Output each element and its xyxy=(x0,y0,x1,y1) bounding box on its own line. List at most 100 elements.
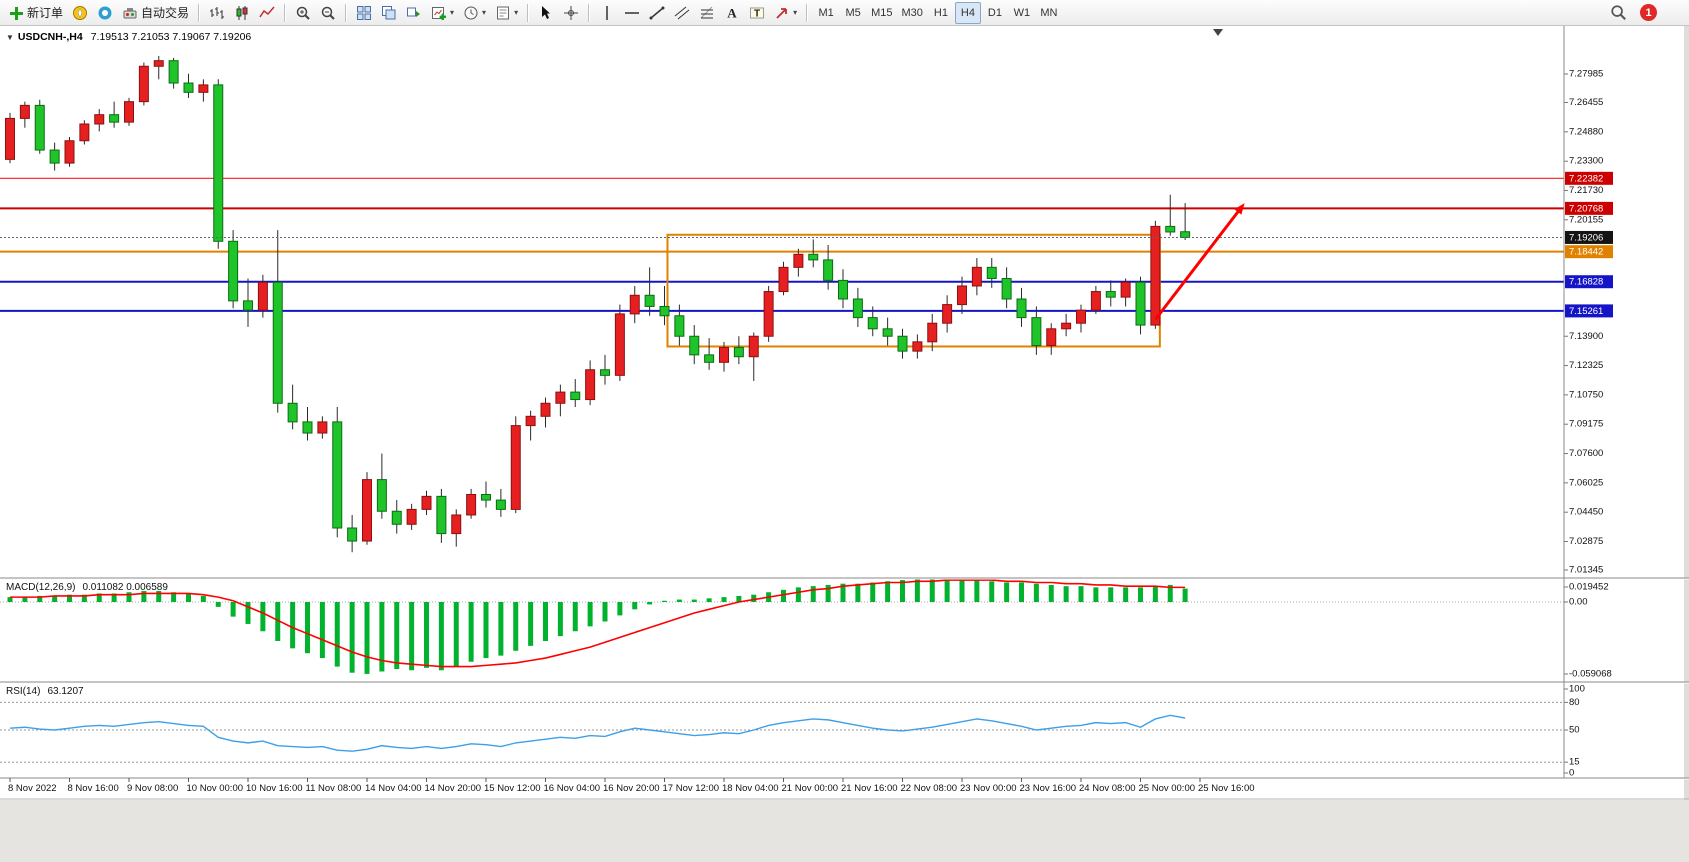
macd-axis-label: -0.059068 xyxy=(1569,669,1612,680)
candle xyxy=(912,341,923,352)
time-axis-label: 25 Nov 16:00 xyxy=(1198,783,1255,794)
timeframe-D1-button[interactable]: D1 xyxy=(987,6,1002,19)
line-chart-icon xyxy=(259,6,275,17)
channel-icon xyxy=(674,6,690,19)
community-button[interactable] xyxy=(93,2,117,24)
rsi-label: RSI(14) 63.1207 xyxy=(6,686,84,697)
periods-button[interactable]: ▾ xyxy=(459,2,490,24)
candle xyxy=(49,149,60,164)
zoom-out-button[interactable] xyxy=(316,2,340,24)
candle xyxy=(1031,317,1042,347)
crosshair-button[interactable] xyxy=(559,2,583,24)
tile-windows-button[interactable] xyxy=(352,2,376,24)
vertical-line-button[interactable] xyxy=(595,2,619,24)
svg-text:A: A xyxy=(727,5,737,20)
new-order-icon xyxy=(10,6,23,20)
new-chart-button[interactable]: ▾ xyxy=(427,2,458,24)
candle xyxy=(719,346,729,363)
chart-window: 7.27985 7.26455 7.24880 7.23300 7.21730 7.201… xyxy=(0,26,1689,800)
new-order-label: 新订单 xyxy=(27,6,64,20)
price-axis-label: 7.21730 xyxy=(1569,185,1603,196)
text-button[interactable]: A xyxy=(720,2,744,24)
autotrading-icon xyxy=(123,7,137,18)
macd-name: MACD(12,26,9) xyxy=(6,582,76,593)
time-axis-label: 23 Nov 16:00 xyxy=(1020,783,1077,794)
rsi-line xyxy=(9,714,1186,752)
price-tag-label: 7.19206 xyxy=(1569,232,1603,243)
trend-arrow[interactable] xyxy=(1154,206,1243,321)
dropdown-caret-icon: ▾ xyxy=(514,7,519,17)
timeframe-MN-button[interactable]: MN xyxy=(1040,6,1058,19)
templates-button[interactable]: ▾ xyxy=(491,2,522,24)
collapse-ohlc-icon[interactable]: ▼ xyxy=(6,32,14,42)
candle xyxy=(64,140,75,164)
horizontal-line-button[interactable] xyxy=(620,2,644,24)
rsi-name: RSI(14) xyxy=(6,686,41,697)
cascade-windows-button[interactable] xyxy=(402,2,426,24)
chart-header: ▼ USDCNH-,H4 7.19513 7.21053 7.19067 7.1… xyxy=(6,31,251,43)
cascade-windows-icon xyxy=(407,7,421,17)
time-axis: 8 Nov 2022 8 Nov 16:00 9 Nov 08:00 10 Nov 0… xyxy=(8,778,1255,794)
vertical-line-icon xyxy=(606,5,608,20)
candle xyxy=(302,421,313,434)
candle xyxy=(748,335,759,358)
candle xyxy=(1016,298,1027,319)
price-axis-label: 7.13900 xyxy=(1569,331,1603,342)
chart-shift-marker[interactable] xyxy=(1213,29,1223,36)
time-axis-label: 18 Nov 04:00 xyxy=(722,783,779,794)
time-axis-label: 10 Nov 16:00 xyxy=(246,783,303,794)
time-axis-label: 10 Nov 00:00 xyxy=(187,783,244,794)
arrange-windows-icon xyxy=(382,5,396,19)
time-axis-label: 21 Nov 00:00 xyxy=(782,783,839,794)
search-button[interactable] xyxy=(1606,2,1631,24)
timeframe-M5-button[interactable]: M5 xyxy=(845,6,861,19)
candle xyxy=(927,322,938,343)
timeframe-M1-button[interactable]: M1 xyxy=(818,6,834,19)
community-icon xyxy=(98,6,112,19)
time-axis-label: 8 Nov 2022 xyxy=(8,783,57,794)
timeframe-H4-button[interactable]: H4 xyxy=(954,1,981,24)
candle xyxy=(689,335,700,356)
candle xyxy=(867,317,878,330)
timeframe-M30-button[interactable]: M30 xyxy=(901,6,923,19)
notification-badge[interactable]: 1 xyxy=(1640,4,1657,21)
metaeditor-button[interactable] xyxy=(68,2,92,24)
candle xyxy=(168,60,179,84)
toolbar-separator xyxy=(345,3,348,22)
candle xyxy=(19,104,30,119)
price-axis-label: 7.24880 xyxy=(1569,126,1603,137)
symbol-timeframe-label: USDCNH-,H4 xyxy=(17,31,83,43)
cursor-button[interactable] xyxy=(534,2,558,24)
text-label-button[interactable]: T xyxy=(745,2,769,24)
channel-button[interactable] xyxy=(670,2,694,24)
fibonacci-button[interactable] xyxy=(695,2,719,24)
candle xyxy=(138,65,149,103)
timeframe-W1-button[interactable]: W1 xyxy=(1013,6,1031,19)
fibonacci-icon xyxy=(700,6,714,18)
arrows-button[interactable]: ▾ xyxy=(770,2,801,24)
arrange-windows-button[interactable] xyxy=(377,2,401,24)
timeframe-H1-button[interactable]: H1 xyxy=(933,6,948,19)
timeframe-M15-button[interactable]: M15 xyxy=(871,6,893,19)
autotrading-button[interactable]: 自动交易 xyxy=(118,2,193,24)
zoom-in-button[interactable] xyxy=(291,2,315,24)
candle xyxy=(823,259,834,281)
candlestick-chart-button[interactable] xyxy=(230,2,254,24)
candlestick-chart-icon xyxy=(236,5,248,20)
rsi-axis-label: 15 xyxy=(1569,757,1580,768)
time-axis-label: 11 Nov 08:00 xyxy=(306,783,362,794)
time-axis-label: 24 Nov 08:00 xyxy=(1079,783,1136,794)
candle xyxy=(481,493,491,501)
candle xyxy=(525,415,536,427)
price-tag-label: 7.18442 xyxy=(1569,247,1603,258)
bar-chart-button[interactable] xyxy=(205,2,229,24)
trendline-button[interactable] xyxy=(645,2,669,24)
new-order-button[interactable]: 新订单 xyxy=(4,2,67,24)
candle xyxy=(629,294,640,315)
candle xyxy=(466,493,477,516)
candle xyxy=(808,253,819,261)
candle xyxy=(659,305,670,317)
candle xyxy=(94,114,105,125)
candle xyxy=(436,495,447,535)
line-chart-button[interactable] xyxy=(255,2,279,24)
